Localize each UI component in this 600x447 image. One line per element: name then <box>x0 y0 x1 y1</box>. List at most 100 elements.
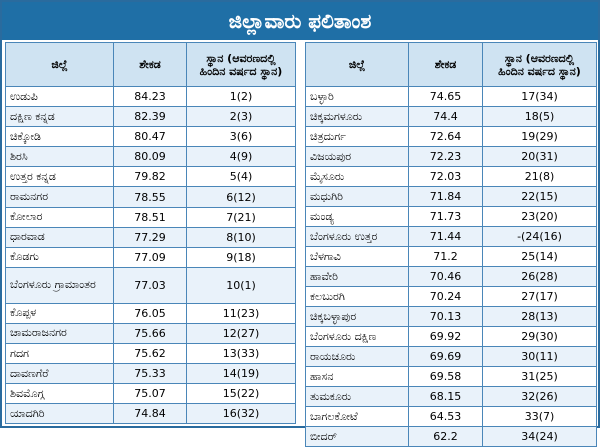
rank-cell: 12(27) <box>186 322 296 345</box>
district-cell: ಉಡುಪಿ <box>5 85 114 108</box>
district-cell: ಚಿತ್ರದುರ್ಗ <box>305 126 409 147</box>
district-cell: ಕೊಡಗು <box>5 246 114 268</box>
district-cell: ಬೆಂಗಳೂರು ಗ್ರಾಮಾಂತರ <box>5 266 114 304</box>
table-row: ಶಿವಮೊಗ್ಗ 75.07 15(22) <box>5 383 296 405</box>
rank-cell: 16(32) <box>186 403 296 425</box>
rank-cell: 1(2) <box>186 85 296 108</box>
percent-cell: 74.65 <box>408 86 483 107</box>
rank-cell: 32(26) <box>482 386 597 407</box>
district-cell: ವಿಜಯಪುರ <box>305 146 409 167</box>
percent-cell: 68.15 <box>408 386 483 407</box>
table-row: ಚಿಕ್ಕಮಗಳೂರು 74.4 18(5) <box>305 106 597 127</box>
table-row: ಗದಗ 75.62 13(33) <box>5 343 296 365</box>
left-results-table: ಜಿಲ್ಲೆ ಶೇಕಡ ಸ್ಥಾನ (ಆವರಣದಲ್ಲಿ ಹಿಂದಿನ ವರ್ಷ… <box>5 42 296 425</box>
percent-cell: 80.09 <box>113 146 187 168</box>
rank-cell: -(24(16) <box>482 226 597 247</box>
rank-cell: 15(22) <box>186 383 296 405</box>
rank-cell: 27(17) <box>482 286 597 307</box>
percent-cell: 82.39 <box>113 106 187 128</box>
table-row: ದಾವಣಗೆರೆ 75.33 14(19) <box>5 363 296 385</box>
percent-cell: 71.84 <box>408 186 483 207</box>
percent-cell: 72.03 <box>408 166 483 187</box>
percent-cell: 74.84 <box>113 403 187 425</box>
district-cell: ದಾವಣಗೆರೆ <box>5 363 114 385</box>
rank-cell: 18(5) <box>482 106 597 127</box>
percent-header: ಶೇಕಡ <box>113 42 187 87</box>
district-cell: ಬೆಳಗಾವಿ <box>305 246 409 267</box>
table-row: ರಾಮನಗರ 78.55 6(12) <box>5 186 296 208</box>
district-cell: ಚಿಕ್ಕಬಳ್ಳಾಪುರ <box>305 306 409 327</box>
table-row: ಬೆಂಗಳೂರು ದಕ್ಷಿಣ 69.92 29(30) <box>305 326 597 347</box>
percent-cell: 75.62 <box>113 343 187 365</box>
table-row: ಚಿಕ್ಕೋಡಿ 80.47 3(6) <box>5 126 296 148</box>
table-row: ಮಧುಗಿರಿ 71.84 22(15) <box>305 186 597 207</box>
percent-cell: 62.2 <box>408 426 483 447</box>
district-cell: ದಕ್ಷಿಣ ಕನ್ನಡ <box>5 106 114 128</box>
percent-cell: 78.55 <box>113 186 187 208</box>
district-cell: ಮೈಸೂರು <box>305 166 409 187</box>
district-header: ಜಿಲ್ಲೆ <box>305 42 409 87</box>
rank-cell: 13(33) <box>186 343 296 365</box>
table-row: ಚಿತ್ರದುರ್ಗ 72.64 19(29) <box>305 126 597 147</box>
district-cell: ಶಿವಮೊಗ್ಗ <box>5 383 114 405</box>
percent-cell: 70.24 <box>408 286 483 307</box>
rank-cell: 2(3) <box>186 106 296 128</box>
district-cell: ಯಾದಗಿರಿ <box>5 403 114 425</box>
rank-cell: 20(31) <box>482 146 597 167</box>
district-cell: ಕಲಬುರಗಿ <box>305 286 409 307</box>
percent-cell: 75.33 <box>113 363 187 385</box>
rank-cell: 4(9) <box>186 146 296 168</box>
percent-cell: 71.44 <box>408 226 483 247</box>
table-row: ತುಮಕೂರು 68.15 32(26) <box>305 386 597 407</box>
rank-cell: 25(14) <box>482 246 597 267</box>
district-cell: ಬಾಗಲಕೋಟೆ <box>305 406 409 427</box>
district-cell: ಬಳ್ಳಾರಿ <box>305 86 409 107</box>
table-row: ಹಾವೇರಿ 70.46 26(28) <box>305 266 597 287</box>
district-cell: ಬೆಂಗಳೂರು ಉತ್ತರ <box>305 226 409 247</box>
rank-cell: 6(12) <box>186 186 296 208</box>
table-row: ಕೊಪ್ಪಳ 76.05 11(23) <box>5 302 296 324</box>
table-row: ಚಿಕ್ಕಬಳ್ಳಾಪುರ 70.13 28(13) <box>305 306 597 327</box>
rank-cell: 19(29) <box>482 126 597 147</box>
table-row: ಬೆಂಗಳೂರು ಗ್ರಾಮಾಂತರ 77.03 10(1) <box>5 266 296 304</box>
percent-cell: 74.4 <box>408 106 483 127</box>
rank-header: ಸ್ಥಾನ (ಆವರಣದಲ್ಲಿ ಹಿಂದಿನ ವರ್ಷದ ಸ್ಥಾನ) <box>482 42 597 87</box>
district-cell: ಧಾರವಾಡ <box>5 226 114 248</box>
district-cell: ಮಂಡ್ಯ <box>305 206 409 227</box>
district-cell: ಚಿಕ್ಕಮಗಳೂರು <box>305 106 409 127</box>
percent-cell: 69.69 <box>408 346 483 367</box>
district-cell: ಹಾವೇರಿ <box>305 266 409 287</box>
district-cell: ರಾಯಚೂರು <box>305 346 409 367</box>
table-row: ಉಡುಪಿ 84.23 1(2) <box>5 85 296 108</box>
percent-cell: 77.03 <box>113 266 187 304</box>
rank-cell: 34(24) <box>482 426 597 447</box>
rank-cell: 5(4) <box>186 166 296 188</box>
table-row: ಬೀದರ್ 62.2 34(24) <box>305 426 597 447</box>
rank-cell: 29(30) <box>482 326 597 347</box>
table-row: ಬಳ್ಳಾರಿ 74.65 17(34) <box>305 86 597 107</box>
district-cell: ಬೀದರ್ <box>305 426 409 447</box>
rank-cell: 14(19) <box>186 363 296 385</box>
table-row: ಕಲಬುರಗಿ 70.24 27(17) <box>305 286 597 307</box>
district-cell: ಕೊಪ್ಪಳ <box>5 302 114 324</box>
table-row: ಕೊಡಗು 77.09 9(18) <box>5 246 296 268</box>
district-cell: ಚಾಮರಾಜನಗರ <box>5 322 114 345</box>
rank-header-line2: ಹಿಂದಿನ ವರ್ಷದ ಸ್ಥಾನ) <box>199 64 283 78</box>
rank-cell: 23(20) <box>482 206 597 227</box>
rank-cell: 9(18) <box>186 246 296 268</box>
district-cell: ಗದಗ <box>5 343 114 365</box>
district-cell: ಕೋಲಾರ <box>5 206 114 228</box>
rank-cell: 33(7) <box>482 406 597 427</box>
table-header-row: ಜಿಲ್ಲೆ ಶೇಕಡ ಸ್ಥಾನ (ಆವರಣದಲ್ಲಿ ಹಿಂದಿನ ವರ್ಷ… <box>5 42 296 87</box>
rank-header: ಸ್ಥಾನ (ಆವರಣದಲ್ಲಿ ಹಿಂದಿನ ವರ್ಷದ ಸ್ಥಾನ) <box>186 42 296 87</box>
percent-cell: 71.2 <box>408 246 483 267</box>
district-cell: ಉತ್ತರ ಕನ್ನಡ <box>5 166 114 188</box>
table-header-row: ಜಿಲ್ಲೆ ಶೇಕಡ ಸ್ಥಾನ (ಆವರಣದಲ್ಲಿ ಹಿಂದಿನ ವರ್ಷ… <box>305 42 597 87</box>
district-cell: ಬೆಂಗಳೂರು ದಕ್ಷಿಣ <box>305 326 409 347</box>
rank-cell: 10(1) <box>186 266 296 304</box>
rank-cell: 22(15) <box>482 186 597 207</box>
district-cell: ತುಮಕೂರು <box>305 386 409 407</box>
district-cell: ಚಿಕ್ಕೋಡಿ <box>5 126 114 148</box>
percent-cell: 76.05 <box>113 302 187 324</box>
